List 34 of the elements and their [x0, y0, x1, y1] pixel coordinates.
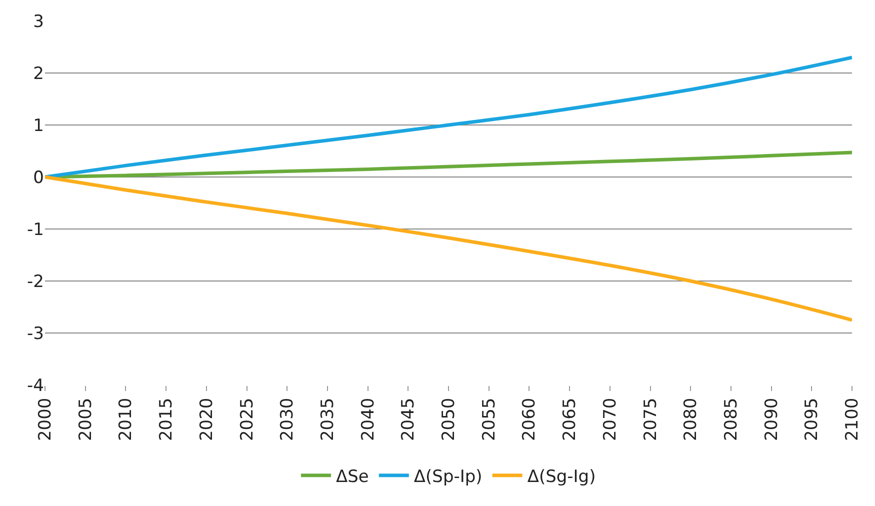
x-tick-label: 2055 [479, 398, 500, 442]
y-tick-label: -3 [27, 324, 44, 344]
y-tick-label: 3 [33, 12, 44, 32]
y-tick-label: 2 [33, 64, 44, 84]
line-series [45, 175, 852, 322]
y-tick-label: -2 [27, 272, 44, 292]
legend-label: Δ(Sp-Ip) [414, 466, 482, 487]
x-tick-label: 2040 [358, 398, 378, 442]
x-tick-label: 2015 [156, 398, 177, 442]
x-tick-label: 2075 [640, 398, 661, 442]
x-tick-label: 2000 [36, 398, 56, 442]
legend-label: ΔSe [336, 466, 369, 487]
y-tick-label: 1 [33, 116, 44, 136]
line-series [45, 56, 852, 179]
x-tick-label: 2095 [802, 398, 822, 442]
x-tick-label: 2065 [560, 398, 580, 442]
y-tick-label: -1 [27, 220, 44, 240]
x-tick-label: 2100 [842, 398, 863, 442]
x-tick-label: 2090 [762, 398, 782, 442]
x-tick-label: 2050 [439, 398, 460, 442]
legend-label: Δ(Sg-Ig) [527, 466, 596, 487]
x-tick-label: 2080 [681, 398, 702, 442]
x-tick-label: 2010 [116, 398, 136, 442]
x-tick-label: 2025 [237, 398, 258, 442]
x-tick-label: 2060 [520, 398, 540, 442]
x-tick-label: 2085 [721, 398, 742, 442]
x-tick-label: 2070 [600, 398, 620, 442]
y-tick-label: -4 [27, 376, 44, 396]
x-tick-label: 2005 [76, 398, 96, 442]
x-tick-label: 2035 [318, 398, 338, 442]
x-tick-label: 2045 [398, 398, 419, 442]
y-tick-label: 0 [33, 168, 44, 188]
x-tick-label: 2030 [278, 398, 298, 442]
x-tick-label: 2020 [196, 398, 217, 442]
